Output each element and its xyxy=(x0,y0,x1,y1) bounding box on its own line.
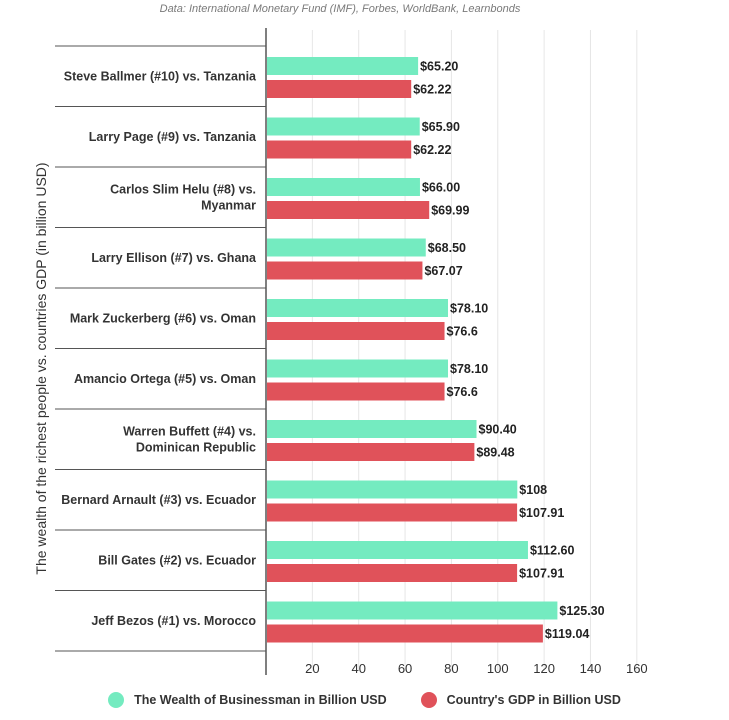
legend: The Wealth of Businessman in Billion USD… xyxy=(0,692,729,708)
category-label: Carlos Slim Helu (#8) vs. Myanmar xyxy=(110,182,256,212)
bar-chart: 20 40 60 80 100 120 140 160 Steve Ballmer (#10) … xyxy=(33,28,648,676)
value-label: $62.22 xyxy=(413,83,451,97)
legend-label-gdp: Country's GDP in Billion USD xyxy=(446,693,621,707)
gdp-bar xyxy=(267,624,543,643)
wealth-bar xyxy=(267,238,426,257)
wealth-bar xyxy=(267,541,528,559)
value-label: $65.90 xyxy=(422,120,460,134)
gdp-bar xyxy=(267,322,445,340)
gdp-bar xyxy=(267,443,475,461)
wealth-bar xyxy=(267,420,477,438)
x-tick-label: 40 xyxy=(351,661,365,676)
value-label: $76.6 xyxy=(447,385,478,399)
value-label: $78.10 xyxy=(450,302,488,316)
value-label: $125.30 xyxy=(559,604,604,618)
category-label: Bill Gates (#2) vs. Ecuador xyxy=(98,553,256,567)
wealth-bar xyxy=(267,117,420,136)
category-label: Mark Zuckerberg (#6) vs. Oman xyxy=(70,311,256,325)
category-label: Warren Buffett (#4) vs. Dominican Republi… xyxy=(123,424,256,454)
gdp-bar xyxy=(267,140,412,159)
value-label: $112.60 xyxy=(530,544,575,558)
category-label: Larry Page (#9) vs. Tanzania xyxy=(89,130,257,144)
wealth-bar xyxy=(267,299,449,317)
x-tick-label: 80 xyxy=(444,661,458,676)
value-label: $67.07 xyxy=(424,264,462,278)
value-label: $89.48 xyxy=(476,446,514,460)
category-label: Larry Ellison (#7) vs. Ghana xyxy=(91,251,257,265)
value-label: $119.04 xyxy=(545,627,590,641)
gdp-bar xyxy=(267,261,423,280)
gdp-bar xyxy=(267,564,518,582)
source-note: Data: International Monetary Fund (IMF),… xyxy=(159,3,521,15)
value-label: $107.91 xyxy=(519,567,564,581)
category-label: Jeff Bezos (#1) vs. Morocco xyxy=(91,614,256,628)
wealth-bar xyxy=(267,57,419,75)
value-label: $78.10 xyxy=(450,362,488,376)
gdp-bar xyxy=(267,382,445,401)
category-label: Steve Ballmer (#10) vs. Tanzania xyxy=(64,69,257,83)
x-tick-label: 20 xyxy=(305,661,319,676)
value-label: $66.00 xyxy=(422,181,460,195)
value-label: $65.20 xyxy=(420,60,458,74)
category-label: Amancio Ortega (#5) vs. Oman xyxy=(74,372,256,386)
legend-swatch-gdp xyxy=(420,692,437,708)
value-label: $107.91 xyxy=(519,506,564,520)
legend-item-gdp[interactable]: Country's GDP in Billion USD xyxy=(420,692,621,708)
value-label: $108 xyxy=(519,483,547,497)
wealth-bar xyxy=(267,601,558,620)
legend-item-wealth[interactable]: The Wealth of Businessman in Billion USD xyxy=(108,692,387,708)
x-tick-label: 140 xyxy=(580,661,602,676)
gdp-bar xyxy=(267,201,430,219)
wealth-bar xyxy=(267,178,420,196)
value-label: $62.22 xyxy=(413,143,451,157)
wealth-bar xyxy=(267,480,518,499)
x-tick-label: 60 xyxy=(398,661,412,676)
legend-swatch-wealth xyxy=(108,692,125,708)
value-label: $68.50 xyxy=(428,241,466,255)
x-tick-label: 120 xyxy=(533,661,555,676)
y-axis-title: The wealth of the richest people vs. cou… xyxy=(33,162,49,574)
category-label: Bernard Arnault (#3) vs. Ecuador xyxy=(61,493,256,507)
x-tick-label: 100 xyxy=(487,661,509,676)
gdp-bar xyxy=(267,80,412,98)
legend-label-wealth: The Wealth of Businessman in Billion USD xyxy=(134,693,387,707)
x-tick-label: 160 xyxy=(626,661,648,676)
value-label: $90.40 xyxy=(479,423,517,437)
value-label: $76.6 xyxy=(447,325,478,339)
gdp-bar xyxy=(267,503,518,522)
value-label: $69.99 xyxy=(431,204,469,218)
wealth-bar xyxy=(267,359,449,378)
